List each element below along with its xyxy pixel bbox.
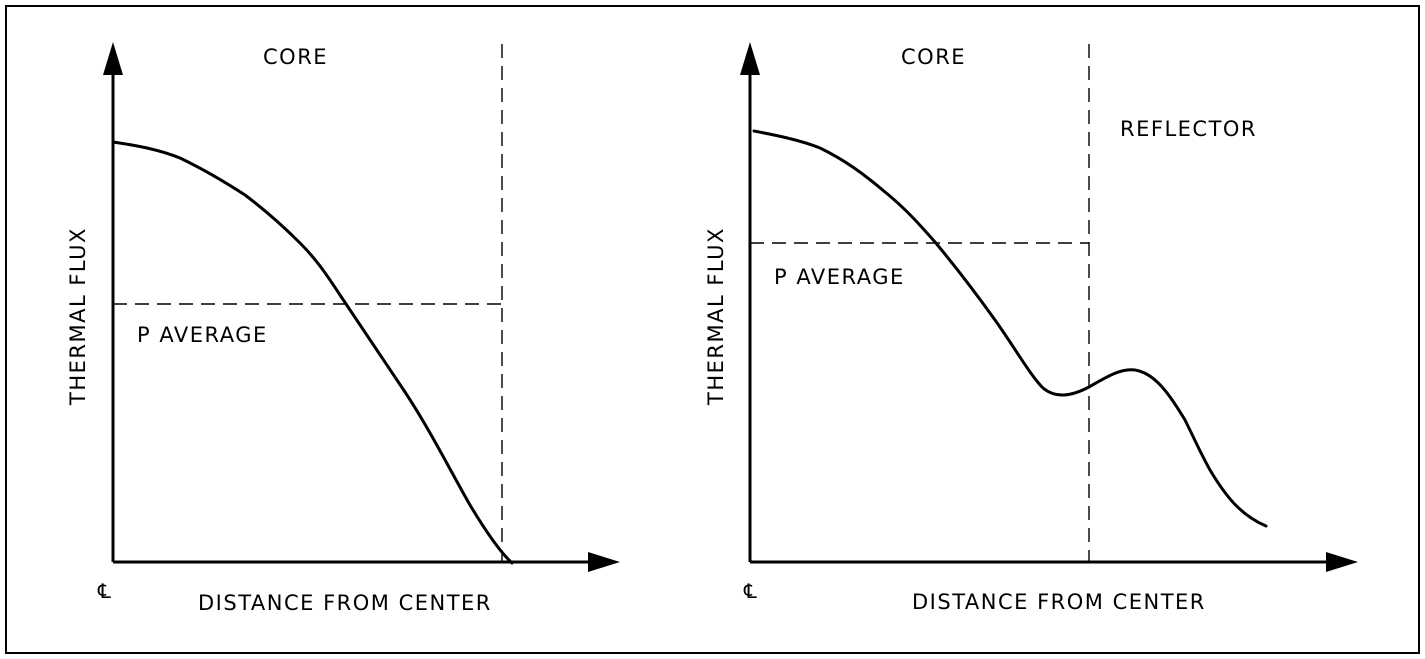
region-label-reflector: REFLECTOR	[1120, 117, 1257, 141]
average-label: P AVERAGE	[774, 265, 905, 289]
centerline-symbol: ℄	[743, 579, 757, 603]
y-axis-arrowhead	[740, 42, 760, 75]
x-axis-arrowhead	[588, 552, 620, 572]
thermal-flux-curve	[111, 140, 514, 565]
y-axis-arrowhead	[103, 42, 123, 75]
y-axis-label: THERMAL FLUX	[704, 227, 728, 406]
region-label-core: CORE	[263, 45, 328, 69]
panel-core-only: CORE P AVERAGE DISTANCE FROM CENTER THER…	[66, 42, 620, 615]
x-axis-label: DISTANCE FROM CENTER	[198, 591, 492, 615]
x-axis-label: DISTANCE FROM CENTER	[912, 590, 1206, 614]
x-axis-arrowhead	[1326, 552, 1358, 572]
region-label-core: CORE	[901, 45, 966, 69]
y-axis-label: THERMAL FLUX	[66, 227, 90, 406]
centerline-symbol: ℄	[97, 579, 111, 603]
panel-core-with-reflector: CORE REFLECTOR P AVERAGE DISTANCE FROM C…	[704, 42, 1358, 614]
figure-border	[5, 5, 1420, 654]
average-label: P AVERAGE	[137, 323, 268, 347]
thermal-flux-curve	[752, 129, 1268, 528]
